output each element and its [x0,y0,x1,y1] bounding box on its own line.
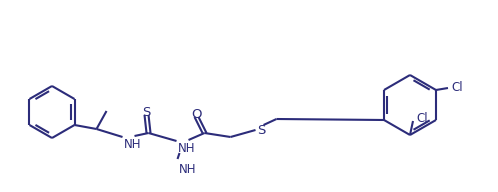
Text: NH: NH [177,142,195,155]
Text: NH: NH [178,163,196,176]
Text: S: S [142,105,151,118]
Text: NH: NH [124,138,141,151]
Text: S: S [257,123,266,137]
Text: Cl: Cl [416,112,428,124]
Text: O: O [191,108,202,121]
Text: Cl: Cl [451,81,463,94]
